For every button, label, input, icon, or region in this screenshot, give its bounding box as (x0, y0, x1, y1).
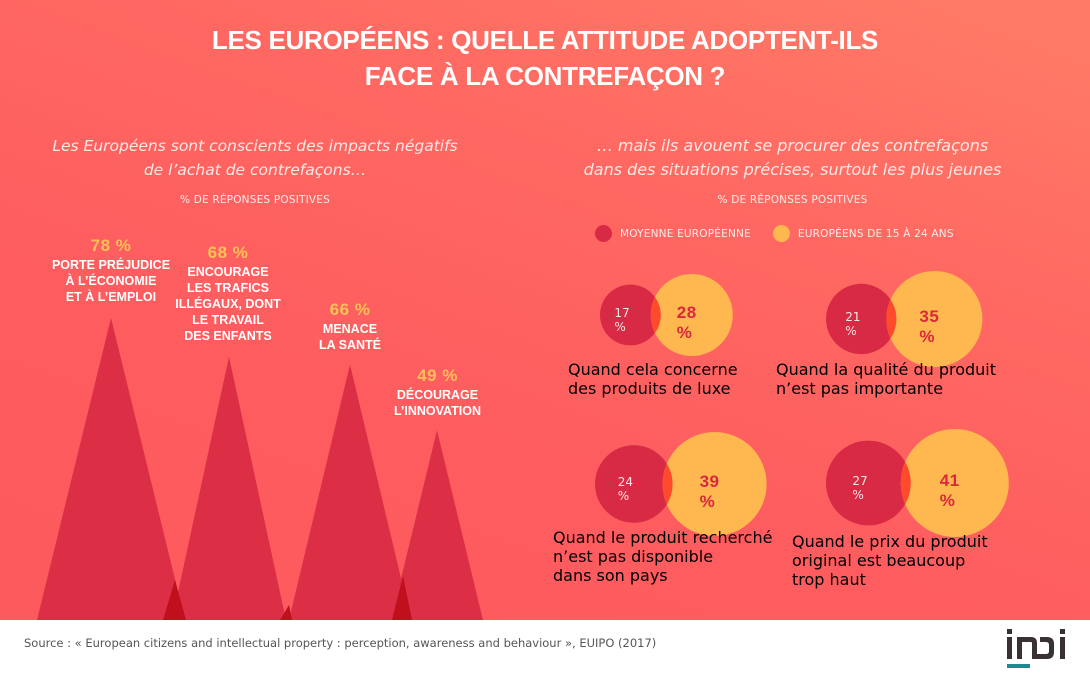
stat-trafics: 68 % ENCOURAGE LES TRAFICS ILLÉGAUX, DON… (168, 243, 288, 344)
stat-economie: 78 % PORTE PRÉJUDICE À L’ÉCONOMIE ET À L… (45, 236, 177, 305)
left-subtitle: Les Européens sont conscients des impact… (20, 134, 490, 182)
situation-caption: Quand cela concerne des produits de luxe (568, 360, 738, 398)
average-pct: 27 % (852, 474, 868, 502)
infographic-panel: LES EUROPÉENS : QUELLE ATTITUDE ADOPTENT… (0, 0, 1090, 620)
young-pct: 28 % (676, 303, 697, 342)
title-line-2: FACE À LA CONTREFAÇON ? (364, 61, 726, 91)
triangle-economie (37, 318, 185, 620)
circle-average (826, 440, 911, 526)
circle-young (900, 429, 1009, 537)
young-pct: 35 % (919, 307, 940, 346)
right-subtitle: … mais ils avouent se procurer des contr… (560, 134, 1025, 182)
stat-label-line: DES ENFANTS (184, 329, 272, 343)
stat-label-line: LES TRAFICS (187, 281, 269, 295)
average-pct: 17 % (614, 306, 630, 334)
stat-sante: 66 % MENACE LA SANTÉ (300, 300, 400, 353)
caption-line: dans son pays (553, 566, 668, 585)
stat-label-line: DÉCOURAGE (396, 388, 479, 402)
circle-young (650, 274, 733, 356)
young-pct: 39 % (699, 472, 720, 511)
circle-average (826, 283, 897, 355)
legend-dot-young (772, 225, 790, 242)
legend-label: EUROPÉENS DE 15 À 24 ANS (797, 227, 954, 240)
triangle-sante (289, 364, 411, 620)
triangle-trafics (172, 356, 286, 620)
circle-average (595, 445, 673, 523)
left-caption: % DE RÉPONSES POSITIVES (179, 194, 330, 206)
title-line-1: LES EUROPÉENS : QUELLE ATTITUDE ADOPTENT… (211, 25, 879, 55)
stat-innovation: 49 % DÉCOURAGE L’INNOVATION (380, 366, 495, 419)
triangle-overlap (392, 576, 412, 620)
triangle-overlap (163, 580, 186, 620)
inpi-logo (1005, 627, 1073, 671)
young-pct: 41 % (939, 471, 960, 510)
stat-label-line: L’INNOVATION (393, 404, 482, 418)
caption-line: Quand le prix du produit (792, 532, 988, 551)
stat-label-line: MENACE (322, 322, 378, 336)
legend-dot-average (595, 225, 612, 242)
stat-label-line: ILLÉGAUX, DONT (175, 297, 281, 311)
legend-item-average: MOYENNE EUROPÉENNE (595, 225, 751, 242)
stat-label-line: À L’ÉCONOMIE (65, 274, 157, 288)
average-pct: 24 % (617, 475, 634, 503)
situation-caption: Quand la qualité du produit n’est pas imp… (776, 360, 996, 398)
situation-caption: Quand le produit recherché n’est pas disp… (553, 528, 772, 585)
caption-line: Quand le produit recherché (553, 528, 773, 547)
stat-label-line: PORTE PRÉJUDICE (51, 258, 171, 272)
circle-average (600, 284, 661, 346)
stat-pct: 66 % (329, 300, 371, 319)
caption-line: des produits de luxe (568, 379, 731, 398)
caption-line: Quand la qualité du produit (776, 360, 997, 379)
stat-pct: 68 % (207, 243, 249, 262)
legend-item-young: EUROPÉENS DE 15 À 24 ANS (772, 225, 954, 242)
stat-pct: 49 % (417, 366, 458, 385)
source-note: Source : « European citizens and intelle… (24, 636, 657, 650)
stat-label-line: LE TRAVAIL (192, 313, 264, 327)
legend: MOYENNE EUROPÉENNE EUROPÉENS DE 15 À 24 … (595, 225, 976, 242)
circle-young (886, 271, 983, 367)
left-subtitle-line-1: Les Européens sont conscients des impact… (52, 137, 458, 155)
inpi-logo-icon (1007, 629, 1065, 668)
right-subtitle-line-1: … mais ils avouent se procurer des contr… (596, 136, 989, 155)
right-caption: % DE RÉPONSES POSITIVES (717, 194, 868, 206)
page-title: LES EUROPÉENS : QUELLE ATTITUDE ADOPTENT… (0, 22, 1090, 94)
average-pct: 21 % (845, 310, 861, 338)
caption-line: original est beaucoup (792, 551, 966, 570)
situation-caption: Quand le prix du produit original est bea… (792, 532, 988, 589)
caption-line: trop haut (792, 570, 866, 589)
triangle-overlap (280, 605, 292, 620)
left-subtitle-line-2: de l’achat de contrefaçons… (143, 161, 367, 179)
stat-label-line: ENCOURAGE (187, 265, 269, 279)
stat-label-line: ET À L’EMPLOI (65, 290, 157, 304)
right-subtitle-line-2: dans des situations précises, surtout le… (583, 160, 1002, 179)
triangles-chart (37, 318, 483, 620)
caption-line: n’est pas importante (776, 379, 944, 398)
circle-young (662, 432, 767, 536)
caption-line: n’est pas disponible (553, 547, 714, 566)
caption-line: Quand cela concerne (568, 360, 738, 379)
legend-label: MOYENNE EUROPÉENNE (620, 227, 751, 240)
stat-label-line: LA SANTÉ (318, 338, 382, 352)
triangle-innovation (391, 430, 483, 620)
stat-pct: 78 % (90, 236, 132, 255)
